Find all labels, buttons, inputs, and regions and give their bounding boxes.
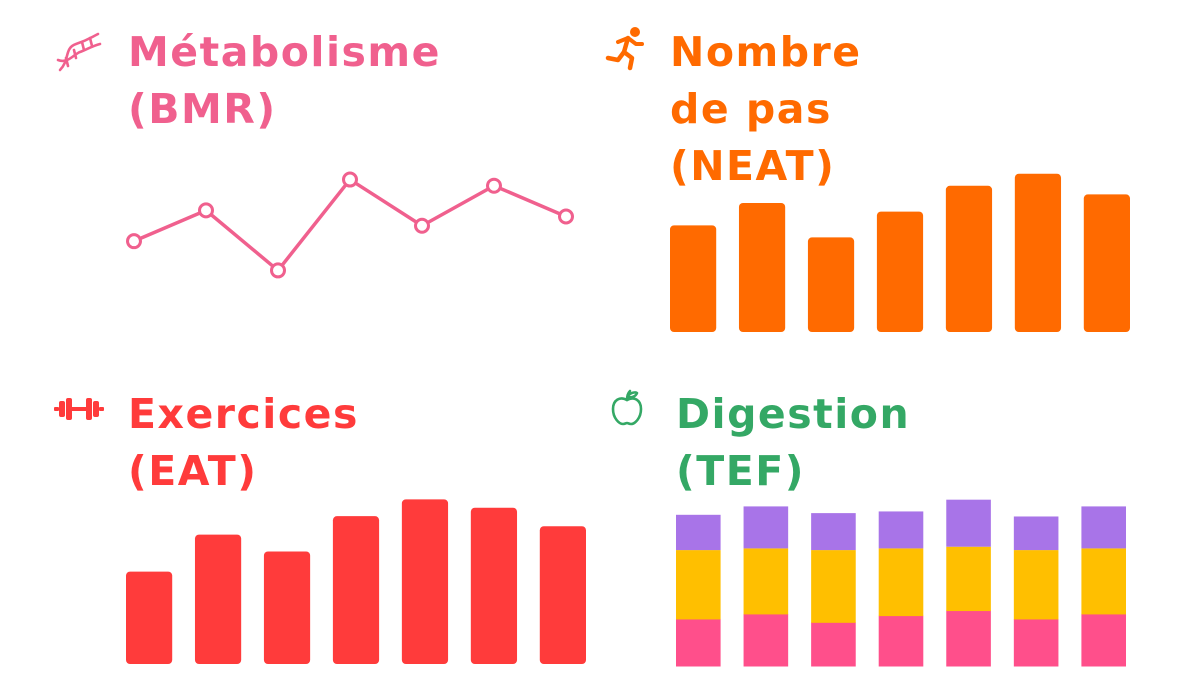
tef-title: Digestion (TEF): [676, 390, 911, 495]
tef-segment-middle-3: [811, 550, 856, 623]
bmr-point-2: [198, 202, 214, 219]
bmr-point-5: [414, 217, 430, 234]
tef-segment-bottom-5: [946, 610, 991, 667]
neat-bar-7: [1083, 194, 1130, 332]
tef-segment-middle-1: [676, 550, 721, 620]
bmr-point-4: [342, 171, 358, 188]
tef-segment-middle-2: [743, 548, 789, 615]
bmr-point-7: [558, 208, 574, 225]
bmr-title-line1: Métabolisme: [128, 28, 441, 76]
neat-bar-2: [738, 203, 786, 332]
tef-segment-top-7: [1081, 506, 1126, 549]
tef-stacked-bar-chart: [676, 499, 1126, 667]
tef-segment-middle-5: [946, 546, 991, 612]
bmr-line-chart: [126, 171, 574, 279]
tef-segment-middle-4: [878, 548, 924, 617]
eat-bar-4: [332, 516, 380, 664]
eat-title: Exercices (EAT): [128, 390, 359, 495]
eat-bar-5: [401, 499, 449, 664]
tef-segment-top-1: [676, 514, 721, 551]
tef-segment-top-2: [743, 506, 789, 549]
dumbbell-icon: [54, 398, 104, 420]
tef-segment-middle-7: [1081, 548, 1126, 615]
tef-segment-bottom-6: [1013, 618, 1059, 667]
bmr-title: Métabolisme (BMR): [128, 24, 441, 138]
tef-segment-top-5: [946, 499, 991, 547]
tef-segment-bottom-2: [743, 613, 789, 667]
neat-title-line2: (NEAT): [670, 142, 836, 190]
apple-icon: [611, 389, 643, 426]
bmr-point-1: [126, 233, 142, 250]
tef-segment-top-6: [1013, 516, 1059, 551]
neat-bar-1: [670, 225, 717, 332]
bmr-point-6: [486, 177, 502, 194]
bmr-title-line2: (BMR): [128, 85, 277, 133]
tef-segment-bottom-1: [676, 618, 721, 667]
eat-bar-1: [126, 571, 173, 664]
tef-segment-middle-6: [1013, 550, 1059, 620]
neat-title-line1: Nombre de pas: [670, 28, 862, 133]
eat-bar-2: [194, 534, 242, 664]
neat-bar-5: [945, 185, 993, 332]
running-figure-icon: [605, 27, 644, 71]
eat-bar-chart: [126, 499, 586, 664]
tef-segment-top-3: [811, 513, 856, 551]
tef-segment-bottom-7: [1081, 613, 1126, 667]
tef-segment-top-4: [878, 511, 924, 549]
neat-bar-chart: [670, 173, 1130, 332]
eat-bar-3: [263, 551, 311, 664]
eat-bar-6: [470, 507, 518, 664]
tef-segment-bottom-4: [878, 615, 924, 667]
dna-icon: [56, 32, 102, 72]
bmr-series-line: [132, 177, 568, 273]
neat-bar-3: [807, 237, 855, 332]
neat-bar-4: [876, 211, 924, 332]
tef-segment-bottom-3: [811, 622, 856, 667]
neat-title: Nombre de pas (NEAT): [670, 24, 862, 195]
eat-bar-7: [539, 526, 586, 664]
neat-bar-6: [1014, 173, 1062, 332]
bmr-point-3: [270, 262, 286, 279]
